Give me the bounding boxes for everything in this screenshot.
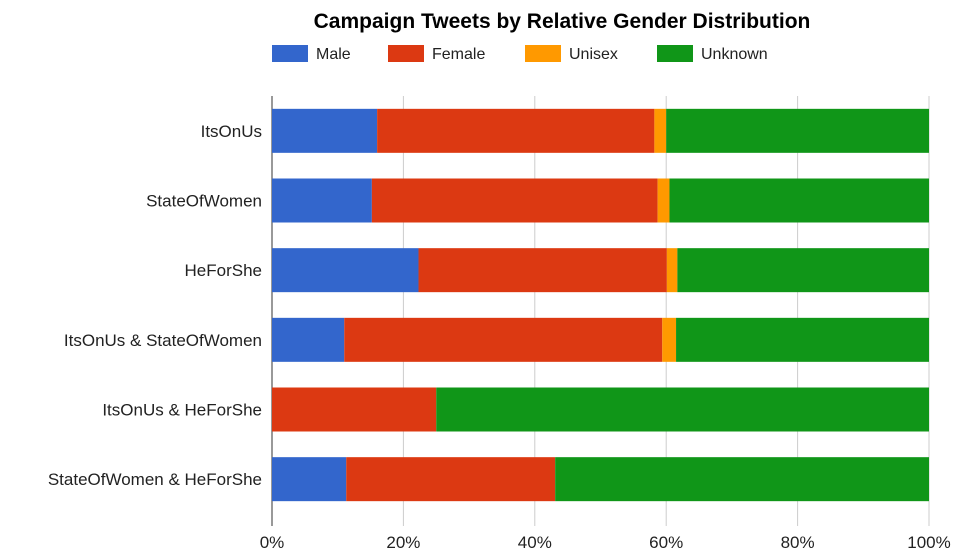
legend-swatch-unisex (525, 45, 561, 62)
bar-itsonus-male (272, 108, 378, 153)
category-axis-labels: ItsOnUs StateOfWomen HeForShe ItsOnUs & Sta… (48, 122, 262, 489)
bar-itsonus-unknown (666, 108, 929, 153)
bar-itsonus-heforshe-unknown (436, 387, 929, 432)
chart-title: Campaign Tweets by Relative Gender Distr… (314, 10, 811, 33)
chart-legend: Male Female Unisex Unknown (272, 45, 768, 63)
category-label-stateofwomen: StateOfWomen (146, 192, 262, 211)
legend-swatch-male (272, 45, 308, 62)
chart-bars (272, 108, 929, 502)
legend-label-unknown: Unknown (701, 46, 768, 63)
bar-stateofwomen-heforshe-male (272, 457, 347, 502)
chart-gridlines (271, 96, 930, 526)
bar-itsonus-stateofwomen-unisex (662, 317, 677, 362)
category-label-itsonus: ItsOnUs (201, 122, 262, 141)
value-axis-labels: 0% 20% 40% 60% 80% 100% (260, 533, 951, 550)
legend-swatch-female (388, 45, 424, 62)
bar-itsonus-stateofwomen-male (272, 317, 345, 362)
tick-label-0: 0% (260, 533, 285, 550)
bar-stateofwomen-female (371, 178, 658, 223)
tick-label-20: 20% (386, 533, 420, 550)
bar-stateofwomen-heforshe-female (346, 457, 556, 502)
tick-label-40: 40% (518, 533, 552, 550)
category-label-heforshe: HeForShe (185, 261, 262, 280)
bar-stateofwomen-unisex (657, 178, 670, 223)
category-label-stateofwomen-heforshe: StateOfWomen & HeForShe (48, 470, 262, 489)
bar-heforshe-female (418, 248, 667, 293)
bar-heforshe-unknown (677, 248, 929, 293)
category-label-itsonus-stateofwomen: ItsOnUs & StateOfWomen (64, 331, 262, 350)
tick-label-100: 100% (907, 533, 950, 550)
bar-stateofwomen-heforshe-unknown (555, 457, 929, 502)
category-label-itsonus-heforshe: ItsOnUs & HeForShe (102, 401, 262, 420)
bar-itsonus-heforshe-female (272, 387, 437, 432)
legend-label-male: Male (316, 46, 351, 63)
bar-itsonus-female (377, 108, 655, 153)
bar-stateofwomen-unknown (669, 178, 929, 223)
legend-label-unisex: Unisex (569, 46, 618, 63)
bar-stateofwomen-male (272, 178, 372, 223)
bar-heforshe-unisex (666, 248, 678, 293)
bar-itsonus-stateofwomen-female (344, 317, 663, 362)
bar-itsonus-unisex (654, 108, 667, 153)
bar-itsonus-stateofwomen-unknown (676, 317, 929, 362)
bar-heforshe-male (272, 248, 419, 293)
tick-label-80: 80% (781, 533, 815, 550)
legend-swatch-unknown (657, 45, 693, 62)
tick-label-60: 60% (649, 533, 683, 550)
legend-label-female: Female (432, 46, 485, 63)
